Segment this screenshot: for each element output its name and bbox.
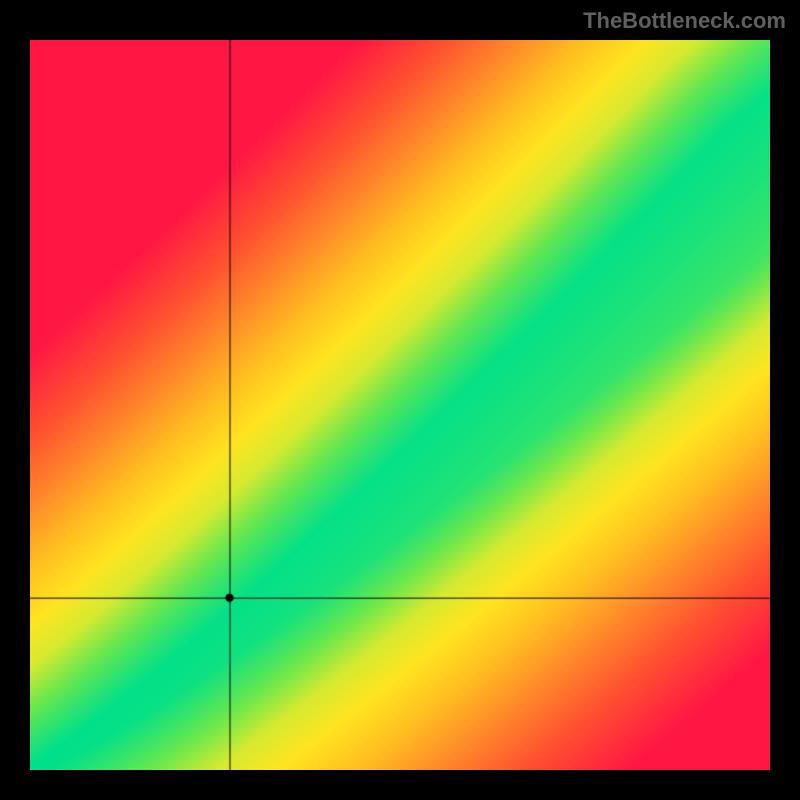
heatmap-canvas (30, 40, 770, 770)
plot-area (30, 40, 770, 770)
watermark-text: TheBottleneck.com (583, 8, 786, 34)
chart-container: TheBottleneck.com (0, 0, 800, 800)
